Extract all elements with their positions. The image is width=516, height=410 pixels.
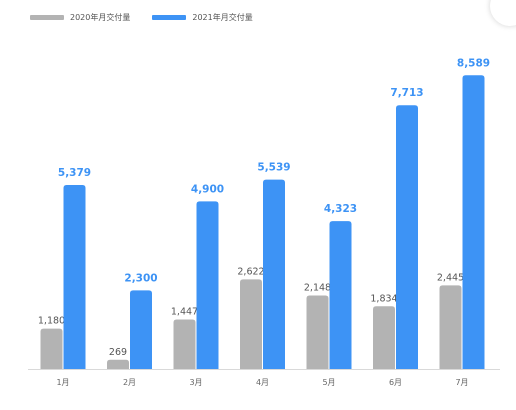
bar-2020-2 (107, 359, 129, 369)
x-tick-label-5: 5月 (322, 378, 335, 387)
x-tick-label-2: 2月 (123, 378, 136, 387)
data-label-2020-3: 1,447 (171, 307, 198, 318)
bar-2020-5 (306, 295, 329, 369)
bar-2021-5 (329, 221, 352, 369)
data-label-2021-6: 7,713 (390, 87, 423, 99)
bar-2021-4 (263, 179, 285, 369)
bar-2021-6 (396, 105, 418, 370)
legend-swatch-2021 (152, 15, 187, 20)
bar-2021-3 (196, 201, 219, 369)
bar-2020-3 (173, 319, 196, 369)
data-label-2021-2: 2,300 (124, 272, 157, 284)
bar-2020-1 (40, 328, 63, 369)
data-label-2020-1: 1,180 (38, 316, 65, 327)
data-label-2021-5: 4,323 (324, 203, 357, 215)
legend-item-2020: 2020年月交付量 (30, 12, 130, 23)
bar-2021-2 (130, 290, 152, 369)
data-label-2020-2: 269 (109, 347, 127, 358)
x-tick-label-1: 1月 (56, 378, 69, 387)
bar-2021-7 (462, 75, 485, 370)
data-label-2020-7: 2,445 (437, 272, 464, 283)
data-label-2020-5: 2,148 (304, 283, 331, 294)
bar-2021-1 (63, 185, 86, 369)
data-label-2021-4: 5,539 (257, 162, 290, 174)
x-tick-label-3: 3月 (189, 378, 202, 387)
legend-label-2020: 2020年月交付量 (70, 13, 131, 22)
data-label-2020-6: 1,834 (370, 293, 397, 304)
legend-swatch-2020 (30, 15, 64, 20)
legend-label-2021: 2021年月交付量 (192, 13, 253, 22)
legend-item-2021: 2021年月交付量 (152, 12, 253, 23)
bar-2020-6 (373, 306, 395, 369)
legend: 2020年月交付量 2021年月交付量 (30, 12, 253, 23)
x-tick-label-4: 4月 (256, 378, 269, 387)
data-label-2021-1: 5,379 (58, 167, 91, 179)
data-label-2021-7: 8,589 (457, 57, 490, 69)
x-tick-label-6: 6月 (389, 378, 402, 387)
x-tick-label-7: 7月 (455, 378, 468, 387)
data-label-2020-4: 2,622 (237, 266, 264, 277)
bar-2020-4 (240, 279, 262, 369)
data-label-2021-3: 4,900 (191, 183, 224, 195)
bar-2020-7 (439, 285, 462, 369)
